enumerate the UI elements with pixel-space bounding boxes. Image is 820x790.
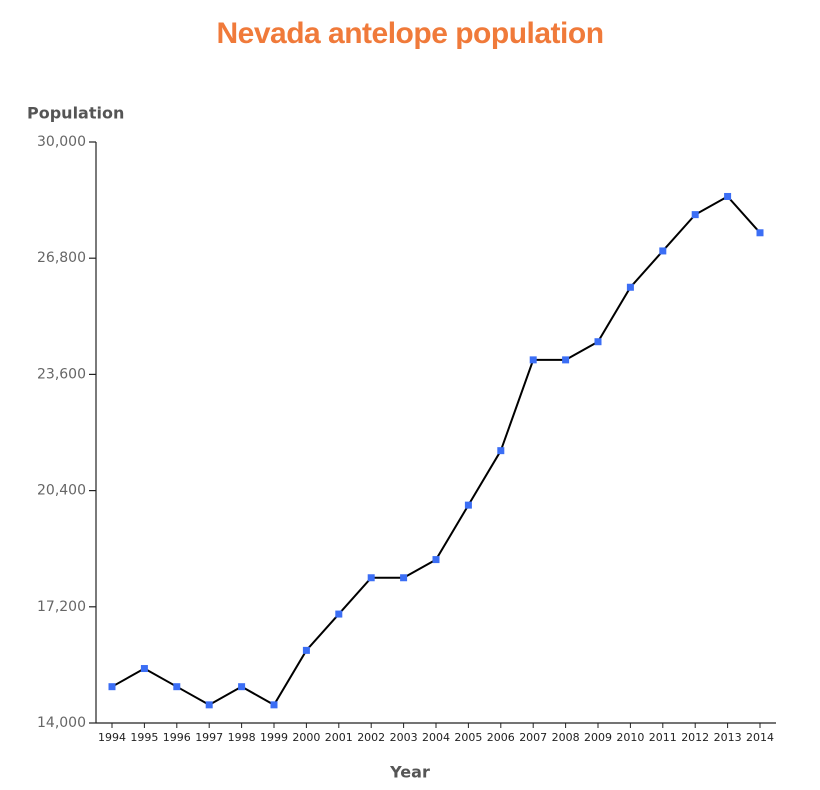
x-tick-label: 1998 — [228, 731, 256, 744]
x-tick-label: 1996 — [163, 731, 191, 744]
marker — [724, 192, 732, 200]
marker — [400, 574, 408, 582]
y-axis-title: Population — [27, 104, 124, 123]
marker — [464, 501, 472, 509]
x-tick-label: 2011 — [649, 731, 677, 744]
y-tick-label: 26,800 — [37, 250, 86, 266]
chart-title: Nevada antelope population — [216, 17, 603, 50]
x-tick-label: 2004 — [422, 731, 450, 744]
y-tick-label: 17,200 — [37, 599, 86, 615]
y-tick-label: 23,600 — [37, 366, 86, 382]
x-tick-label: 2009 — [584, 731, 612, 744]
marker — [302, 646, 310, 654]
x-tick-label: 2006 — [487, 731, 515, 744]
x-tick-label: 2000 — [292, 731, 320, 744]
marker — [335, 610, 343, 618]
marker — [529, 356, 537, 364]
x-tick-label: 2005 — [454, 731, 482, 744]
x-tick-label: 2012 — [681, 731, 709, 744]
y-tick-label: 14,000 — [37, 715, 86, 731]
x-tick-label: 2014 — [746, 731, 774, 744]
x-tick-label: 2003 — [390, 731, 418, 744]
marker — [367, 574, 375, 582]
x-tick-label: 2010 — [616, 731, 644, 744]
marker — [270, 701, 278, 709]
x-tick-label: 2001 — [325, 731, 353, 744]
marker — [173, 683, 181, 691]
marker — [432, 556, 440, 564]
x-axis-title: Year — [389, 763, 430, 782]
x-tick-label: 1997 — [195, 731, 223, 744]
data-line — [111, 195, 761, 707]
marker — [626, 283, 634, 291]
x-tick-label: 1995 — [130, 731, 158, 744]
x-tick-label: 1999 — [260, 731, 288, 744]
marker — [756, 229, 764, 237]
marker — [497, 447, 505, 455]
x-tick-label: 1994 — [98, 731, 126, 744]
marker — [562, 356, 570, 364]
y-tick-label: 30,000 — [37, 134, 86, 150]
x-tick-label: 2007 — [519, 731, 547, 744]
marker — [659, 247, 667, 255]
marker — [205, 701, 213, 709]
marker — [238, 683, 246, 691]
marker — [594, 338, 602, 346]
x-tick-label: 2002 — [357, 731, 385, 744]
x-tick-label: 2013 — [714, 731, 742, 744]
y-tick-label: 20,400 — [37, 483, 86, 499]
marker — [140, 665, 148, 673]
marker — [691, 211, 699, 219]
marker — [108, 683, 116, 691]
x-tick-label: 2008 — [552, 731, 580, 744]
